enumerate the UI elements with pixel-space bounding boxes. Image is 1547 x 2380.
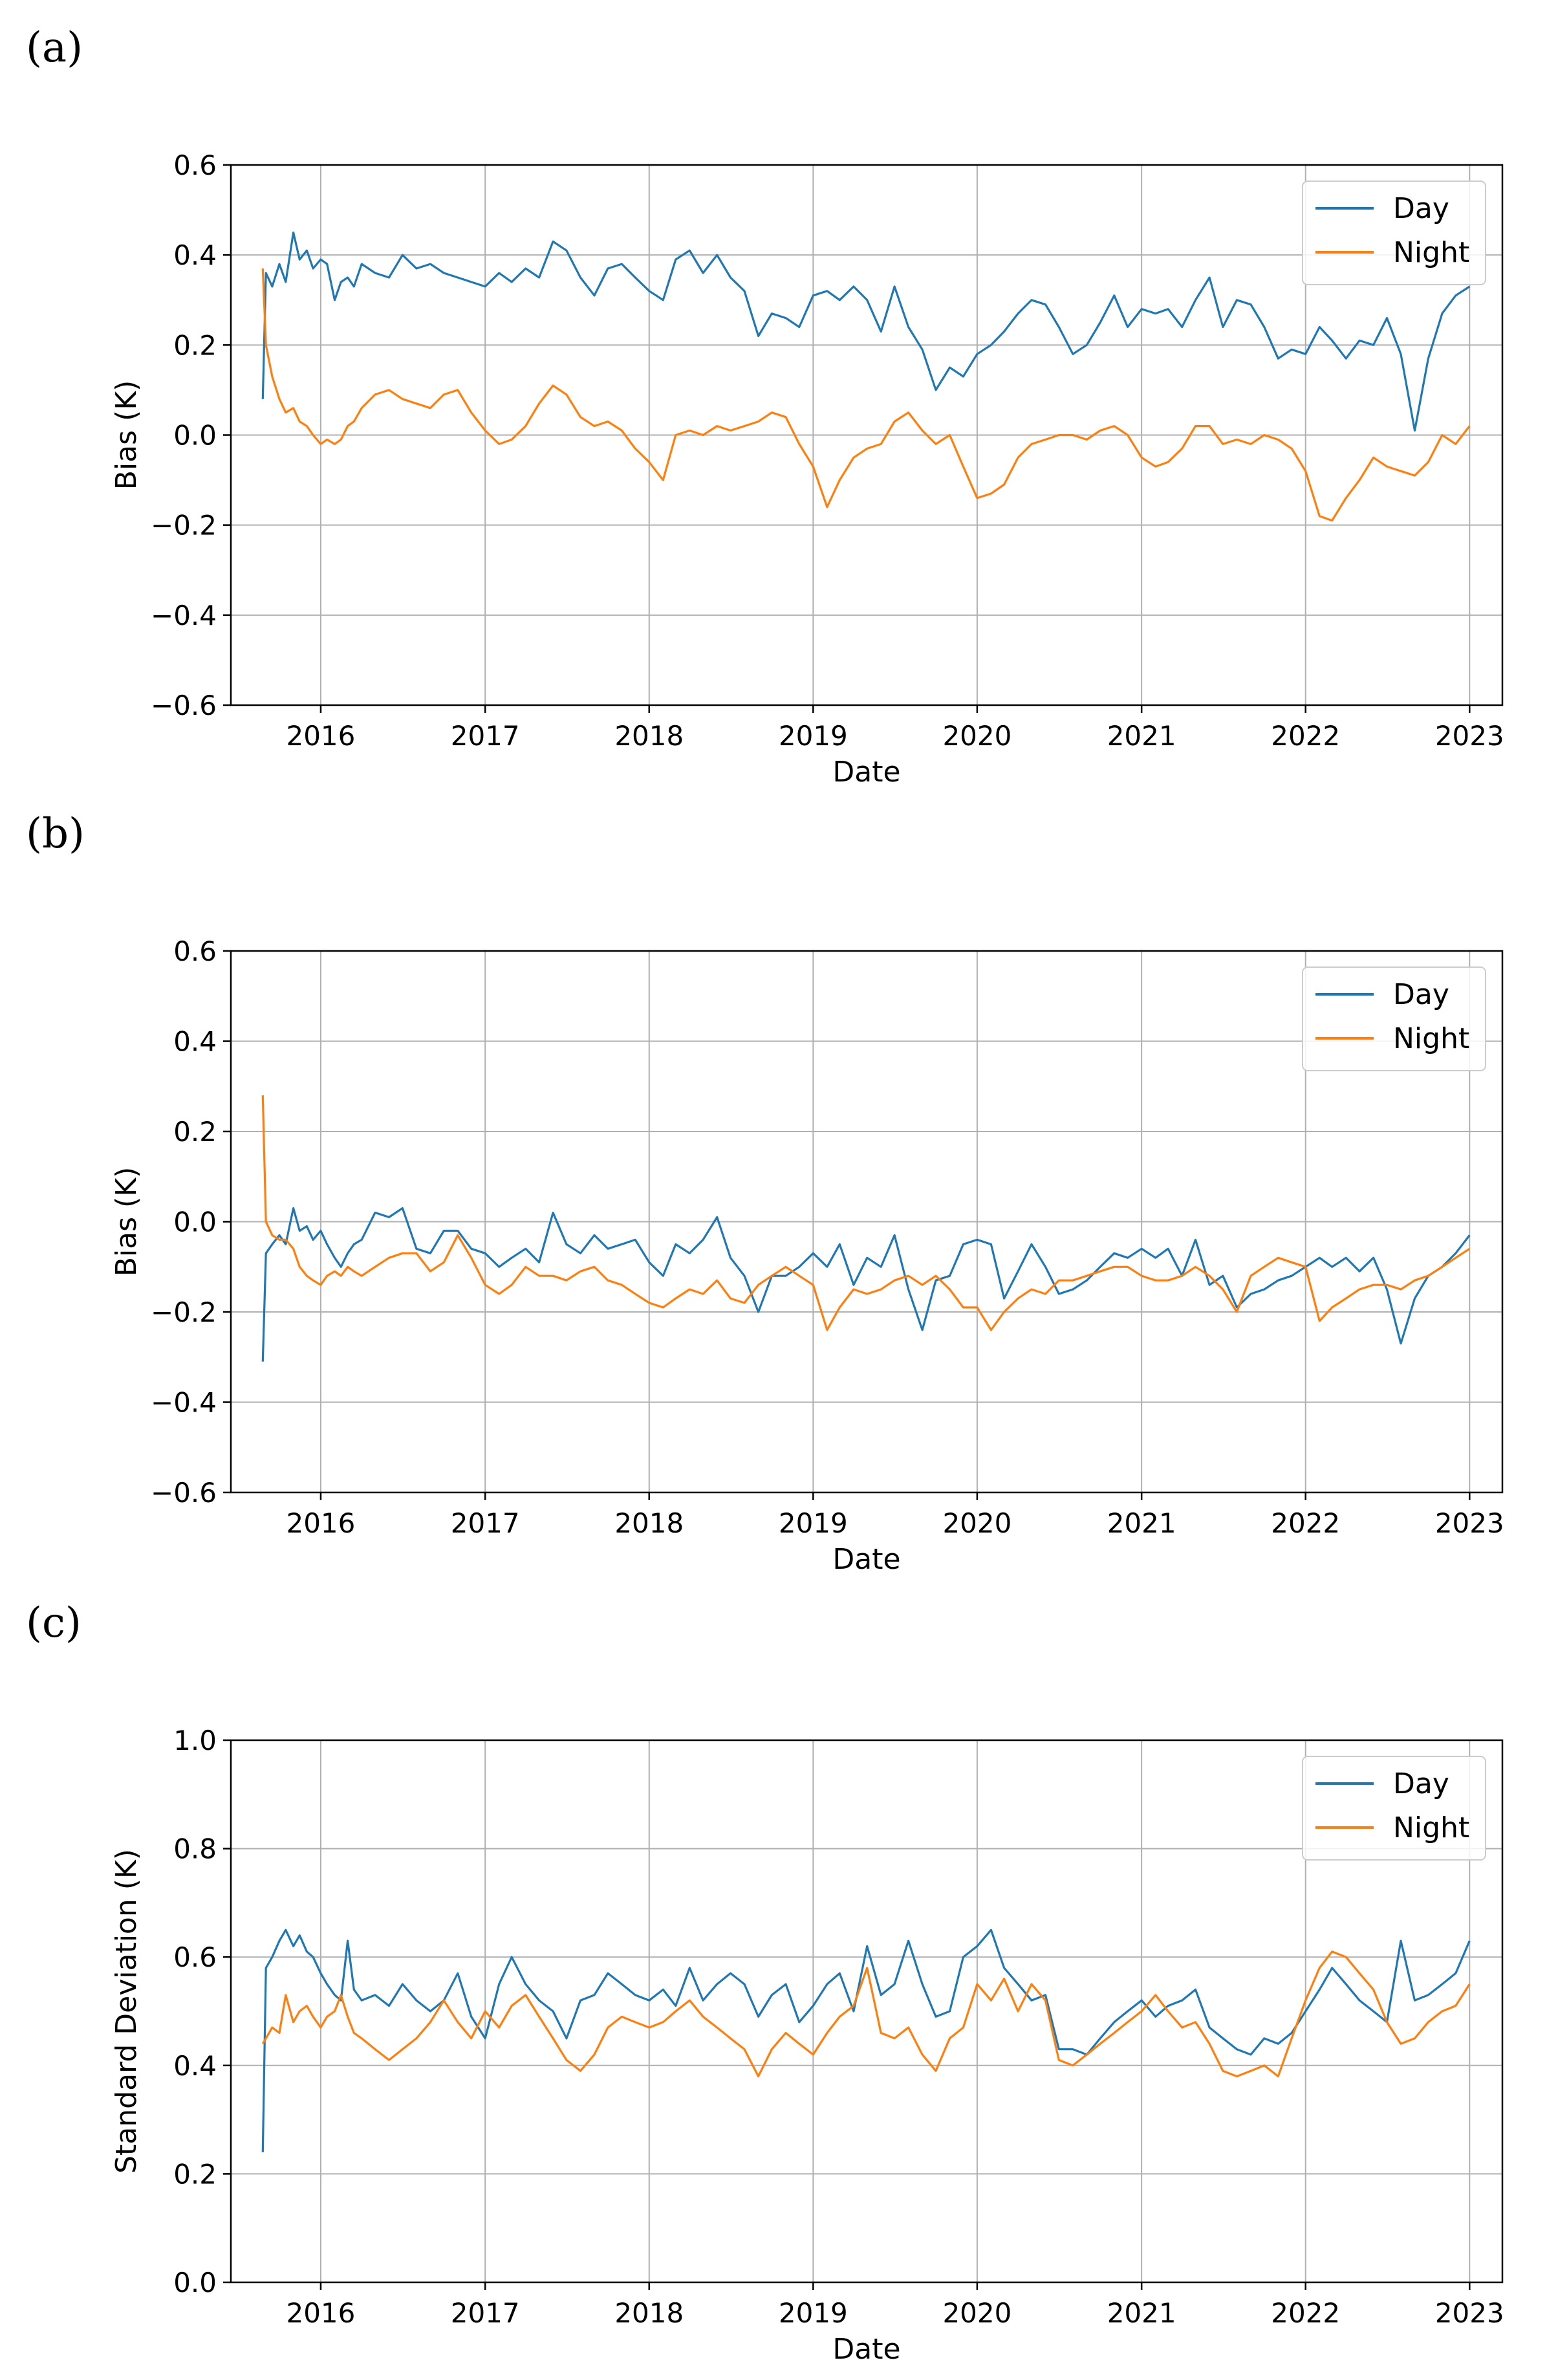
- y-tick-label: 0.4: [173, 2050, 217, 2082]
- x-tick-label: 2018: [614, 2297, 684, 2329]
- x-tick-label: 2019: [779, 2297, 848, 2329]
- y-tick-label: 0.2: [173, 2158, 217, 2190]
- legend-label-day: Day: [1393, 192, 1449, 225]
- x-tick-label: 2017: [451, 1507, 520, 1539]
- y-tick-label: 0.0: [173, 2267, 217, 2298]
- y-tick-label: 0.0: [173, 1206, 217, 1238]
- y-tick-label: 0.6: [173, 935, 217, 967]
- y-tick-label: 0.0: [173, 420, 217, 452]
- panel-1: (b) −0.6 −0.4 −0.2 0.0 0.2 0.4 0.6 2016 2017 2018 2…: [26, 810, 1504, 1576]
- y-tick-label: −0.2: [151, 1296, 217, 1328]
- legend-label-night: Night: [1393, 1022, 1469, 1055]
- y-tick-label: −0.4: [151, 600, 217, 631]
- legend: Day Night: [1302, 180, 1486, 285]
- y-axis-label: Standard Deviation (K): [110, 1849, 143, 2174]
- x-tick-label: 2023: [1435, 2297, 1504, 2329]
- x-tick-label: 2022: [1271, 2297, 1340, 2329]
- series-line-night: [261, 1950, 1471, 2078]
- x-tick-label: 2021: [1107, 720, 1176, 752]
- panel-2: (c) 0.0 0.2 0.4 0.6 0.8 1.0 2016 2017 2018 2019 202…: [26, 1599, 1504, 2366]
- legend-label-night: Night: [1393, 1811, 1469, 1844]
- x-tick-label: 2017: [451, 720, 520, 752]
- panel-label: (a): [26, 24, 83, 72]
- x-tick-label: 2016: [286, 2297, 355, 2329]
- x-tick-label: 2016: [286, 720, 355, 752]
- y-tick-label: 0.6: [173, 149, 217, 181]
- series-line-day: [261, 1207, 1471, 1362]
- x-tick-label: 2023: [1435, 1507, 1504, 1539]
- y-tick-label: −0.6: [151, 1477, 217, 1509]
- x-tick-label: 2023: [1435, 720, 1504, 752]
- series-line-night: [261, 268, 1471, 522]
- x-tick-label: 2019: [779, 720, 848, 752]
- y-tick-label: 0.2: [173, 1116, 217, 1148]
- x-tick-label: 2018: [614, 1507, 684, 1539]
- series-line-night: [261, 1095, 1471, 1331]
- x-tick-label: 2017: [451, 2297, 520, 2329]
- x-tick-label: 2022: [1271, 1507, 1340, 1539]
- panel-0: (a) −0.6 −0.4 −0.2 0.0 0.2 0.4 0.6 2016 2017 2018 2…: [26, 24, 1504, 789]
- x-tick-label: 2022: [1271, 720, 1340, 752]
- y-axis-label: Bias (K): [110, 380, 143, 490]
- y-tick-label: −0.4: [151, 1387, 217, 1419]
- series-line-day: [261, 1928, 1471, 2152]
- y-tick-label: 0.6: [173, 1941, 217, 1973]
- x-axis-label: Date: [832, 2333, 900, 2366]
- y-tick-label: −0.6: [151, 690, 217, 721]
- series-line-day: [261, 231, 1471, 432]
- x-tick-label: 2019: [779, 1507, 848, 1539]
- legend-label-day: Day: [1393, 978, 1449, 1011]
- x-tick-label: 2021: [1107, 1507, 1176, 1539]
- legend: Day Night: [1302, 966, 1486, 1071]
- panel-label: (c): [26, 1599, 81, 1647]
- x-tick-label: 2018: [614, 720, 684, 752]
- panel-label: (b): [26, 810, 85, 858]
- legend-label-day: Day: [1393, 1767, 1449, 1800]
- y-tick-label: −0.2: [151, 510, 217, 541]
- x-tick-label: 2020: [942, 720, 1012, 752]
- x-tick-label: 2016: [286, 1507, 355, 1539]
- y-axis-label: Bias (K): [110, 1167, 143, 1276]
- y-tick-label: 0.8: [173, 1833, 217, 1865]
- x-axis-label: Date: [832, 1543, 900, 1576]
- legend-label-night: Night: [1393, 236, 1469, 269]
- y-tick-label: 0.4: [173, 1026, 217, 1058]
- plot-frame: [230, 1739, 1504, 2284]
- y-tick-label: 1.0: [173, 1725, 217, 1756]
- legend: Day Night: [1302, 1756, 1486, 1861]
- x-tick-label: 2021: [1107, 2297, 1176, 2329]
- x-tick-label: 2020: [942, 2297, 1012, 2329]
- x-tick-label: 2020: [942, 1507, 1012, 1539]
- x-axis-label: Date: [832, 756, 900, 789]
- y-tick-label: 0.4: [173, 239, 217, 271]
- y-tick-label: 0.2: [173, 329, 217, 361]
